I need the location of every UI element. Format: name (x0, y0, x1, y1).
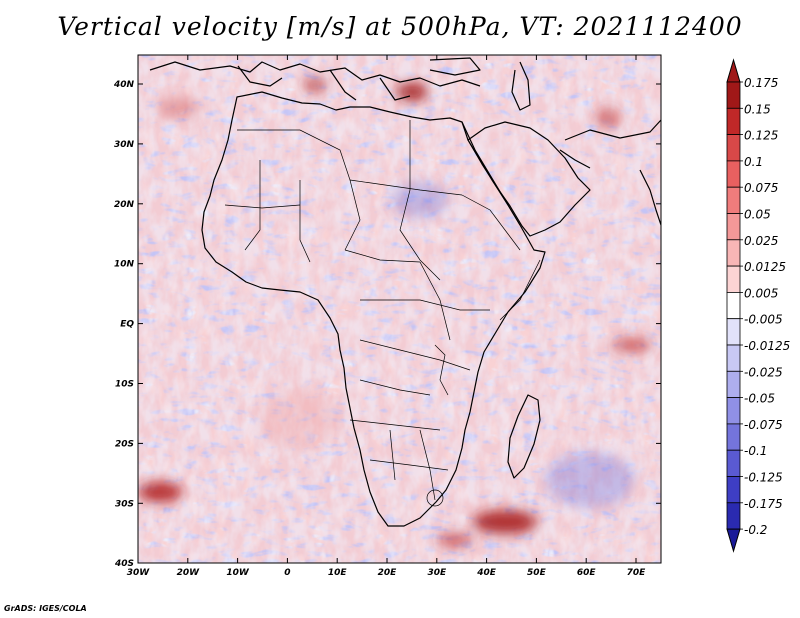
colorbar-swatch (726, 213, 741, 241)
colorbar-label: 0.15 (744, 102, 771, 116)
coastlines (149, 57, 661, 527)
colorbar-swatch (726, 265, 741, 293)
colorbar-label: 0.05 (744, 208, 771, 222)
colorbar-label: -0.125 (744, 471, 783, 485)
lon-label: 40E (476, 568, 497, 578)
grads-credit: GrADS: IGES/COLA (4, 604, 87, 613)
colorbar-swatch (726, 423, 741, 451)
chart-title: Vertical velocity [m/s] at 500hPa, VT: 2… (57, 12, 743, 41)
lat-label: 40S (114, 559, 134, 569)
colorbar-swatch (726, 291, 741, 320)
colorbar-swatch (726, 239, 741, 267)
colorbar-label: -0.0125 (744, 339, 790, 353)
colorbar-label: -0.2 (744, 523, 767, 537)
colorbar-swatch (726, 397, 741, 425)
lon-label: 70E (627, 568, 647, 578)
colorbar-label: 0.125 (744, 129, 778, 143)
lat-label: 30N (114, 140, 135, 150)
colorbar-swatch (726, 160, 741, 188)
lon-label: 10W (226, 568, 250, 578)
longitude-axis: 30W 20W 10W 0 10E 20E 30E 40E 50E 60E 70E (127, 55, 646, 578)
colorbar-label: 0.025 (744, 234, 778, 248)
colorbar-label: -0.05 (744, 392, 775, 406)
lat-label: 30S (115, 499, 134, 509)
plot-frame (137, 54, 662, 564)
colorbar-label: -0.175 (744, 497, 783, 511)
lon-label: 0 (284, 568, 290, 578)
vertical-velocity-field (138, 55, 661, 563)
colorbar-label: -0.025 (744, 365, 783, 379)
colorbar-label: -0.1 (744, 444, 767, 458)
lon-label: 10E (328, 568, 348, 578)
colorbar-swatch (726, 81, 741, 109)
colorbar-swatch (726, 186, 741, 214)
colorbar-label: 0.005 (744, 286, 778, 300)
colorbar-bottom-arrow (726, 528, 741, 553)
colorbar: 0.175 0.15 0.125 0.1 0.075 0.05 0.025 0.0125 0.0… (726, 58, 790, 553)
colorbar-swatch (726, 107, 741, 136)
colorbar-label: -0.005 (744, 313, 783, 327)
colorbar-swatch (726, 370, 741, 398)
colorbar-swatch (726, 344, 741, 372)
lon-label: 60E (577, 568, 597, 578)
lon-label: 20E (378, 568, 398, 578)
colorbar-swatch (726, 134, 741, 162)
colorbar-swatch (726, 476, 741, 504)
lat-label: 20S (115, 439, 134, 449)
lat-label: 20N (114, 200, 135, 210)
colorbar-top-arrow (726, 58, 741, 83)
lon-label: 30W (127, 568, 151, 578)
colorbar-swatch (726, 502, 741, 530)
lat-label: EQ (120, 320, 134, 330)
lat-label: 40N (113, 80, 135, 90)
latitude-axis: 40N 30N 20N 10N EQ 10S 20S 30S 40S (113, 80, 661, 569)
colorbar-label: 0.075 (744, 181, 778, 195)
country-borders (224, 120, 541, 507)
lat-label: 10N (114, 260, 135, 270)
colorbar-swatch (726, 318, 741, 346)
colorbar-label: -0.075 (744, 418, 783, 432)
colorbar-swatch (726, 449, 741, 477)
colorbar-label: 0.175 (744, 76, 778, 90)
lon-label: 20W (177, 568, 201, 578)
lon-label: 30E (427, 568, 447, 578)
colorbar-label: 0.1 (744, 155, 763, 169)
colorbar-label: 0.0125 (744, 260, 786, 274)
lat-label: 10S (115, 380, 134, 390)
lon-label: 50E (527, 568, 547, 578)
